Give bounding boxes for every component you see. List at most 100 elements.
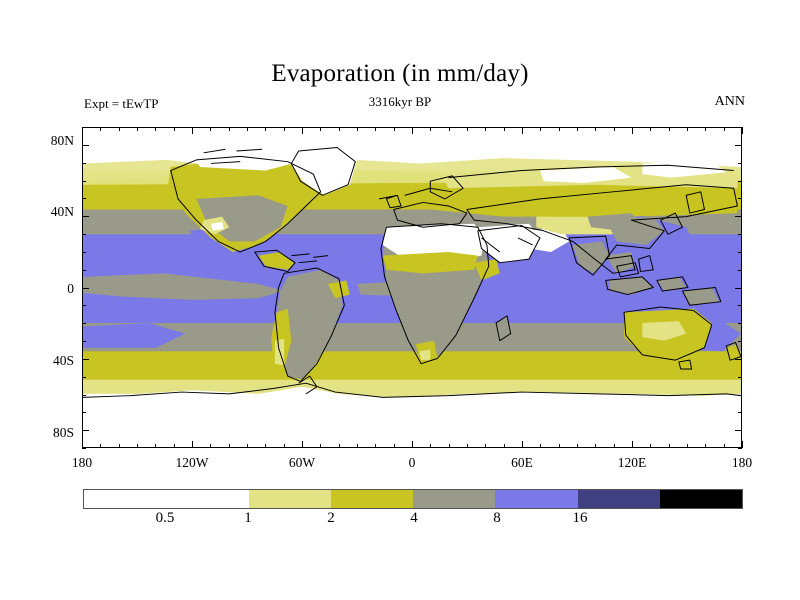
x-tick-mark (595, 444, 597, 448)
x-tick-mark (173, 444, 175, 448)
x-tick-mark-top (118, 127, 120, 131)
chart-subtitle: 3316kyr BP (368, 94, 432, 109)
x-tick-mark-top (503, 127, 505, 131)
x-tick-180e: 180 (731, 455, 753, 470)
x-tick-mark-top (412, 127, 413, 134)
x-tick-mark-top (540, 127, 542, 131)
y-tick-mark-right (738, 394, 742, 396)
y-tick-mark-right (738, 234, 742, 235)
x-tick-mark-top (82, 127, 83, 134)
x-tick-mark (100, 444, 102, 448)
x-tick-mark (448, 444, 450, 448)
x-tick-mark-top (137, 127, 138, 131)
map-plot-area (82, 127, 742, 448)
y-tick-mark (82, 305, 86, 307)
y-tick-mark (82, 358, 89, 360)
x-tick-mark-top (100, 127, 102, 131)
x-tick-mark-top (650, 127, 652, 131)
y-tick-mark (82, 376, 86, 378)
x-tick-mark (668, 444, 670, 448)
x-tick-mark-top (595, 127, 597, 131)
x-tick-mark (210, 444, 212, 448)
x-tick-mark (540, 444, 542, 448)
y-tick-mark (82, 198, 86, 200)
y-tick-mark (82, 162, 86, 164)
x-tick-mark-top (742, 127, 743, 134)
colorbar-swatch-1 (248, 490, 331, 508)
y-tick-mark (82, 144, 89, 146)
x-tick-mark (192, 441, 193, 448)
y-tick-mark-right (738, 180, 742, 182)
x-tick-mark (155, 444, 157, 448)
x-tick-mark-top (302, 127, 303, 134)
x-tick-mark (118, 444, 120, 448)
y-tick-0: 0 (67, 281, 74, 296)
y-tick-mark (82, 180, 86, 182)
colorbar-swatch-4 (495, 490, 578, 508)
x-tick-mark-top (577, 127, 578, 131)
x-tick-mark (430, 444, 432, 448)
colorbar-tick-5: 16 (572, 510, 588, 526)
x-tick-mark (467, 444, 468, 448)
x-tick-180w: 180 (71, 455, 93, 470)
x-tick-mark-top (393, 127, 395, 131)
x-tick-mark (283, 444, 285, 448)
x-tick-mark (247, 444, 248, 448)
x-tick-mark-top (357, 127, 358, 131)
y-tick-mark-right (738, 162, 742, 164)
x-tick-mark-top (283, 127, 285, 131)
x-tick-mark-top (228, 127, 230, 131)
x-tick-mark (357, 444, 358, 448)
y-tick-40n: 40N (50, 204, 74, 219)
colorbar-swatch-5 (577, 490, 660, 508)
x-tick-mark (705, 444, 707, 448)
x-tick-mark (485, 444, 487, 448)
colorbar-swatch-3 (413, 490, 496, 508)
y-tick-mark-right (735, 287, 742, 289)
x-tick-mark (265, 444, 267, 448)
x-tick-mark (632, 441, 633, 448)
colorbar (83, 489, 743, 509)
x-tick-mark-top (705, 127, 707, 131)
y-tick-mark (82, 127, 86, 128)
x-tick-mark (375, 444, 377, 448)
y-tick-mark-right (738, 251, 742, 253)
experiment-label: Expt = tEwTP (84, 96, 159, 111)
y-tick-mark-right (735, 216, 742, 218)
y-tick-mark-right (738, 269, 742, 271)
x-tick-mark (558, 444, 560, 448)
x-tick-mark-top (613, 127, 615, 131)
y-tick-mark (82, 269, 86, 271)
y-tick-mark (82, 251, 86, 253)
x-tick-mark (522, 441, 523, 448)
y-tick-mark-right (735, 430, 742, 432)
x-tick-mark (577, 444, 578, 448)
y-tick-mark (82, 287, 89, 289)
x-tick-mark-top (320, 127, 322, 131)
x-tick-mark (228, 444, 230, 448)
x-tick-mark-top (430, 127, 432, 131)
x-tick-mark-top (265, 127, 267, 131)
y-tick-mark-right (738, 127, 742, 128)
colorbar-tick-4: 8 (493, 510, 501, 526)
x-tick-0: 0 (408, 455, 416, 470)
x-tick-mark-top (723, 127, 725, 131)
colorbar-tick-2: 2 (327, 510, 335, 526)
y-tick-mark-right (738, 412, 742, 414)
x-tick-mark (412, 441, 413, 448)
x-tick-mark (503, 444, 505, 448)
y-tick-80n: 80N (50, 133, 74, 148)
y-tick-mark-right (735, 144, 742, 146)
colorbar-tick-3: 4 (410, 510, 418, 526)
x-tick-120w: 120W (175, 455, 209, 470)
y-tick-mark-right (738, 305, 742, 307)
x-tick-mark (137, 444, 138, 448)
y-tick-mark-right (738, 198, 742, 200)
x-tick-mark (650, 444, 652, 448)
colorbar-swatch-2 (330, 490, 413, 508)
y-tick-mark (82, 216, 89, 218)
y-tick-mark (82, 323, 86, 325)
y-tick-mark-right (738, 323, 742, 325)
x-tick-mark-top (632, 127, 633, 134)
